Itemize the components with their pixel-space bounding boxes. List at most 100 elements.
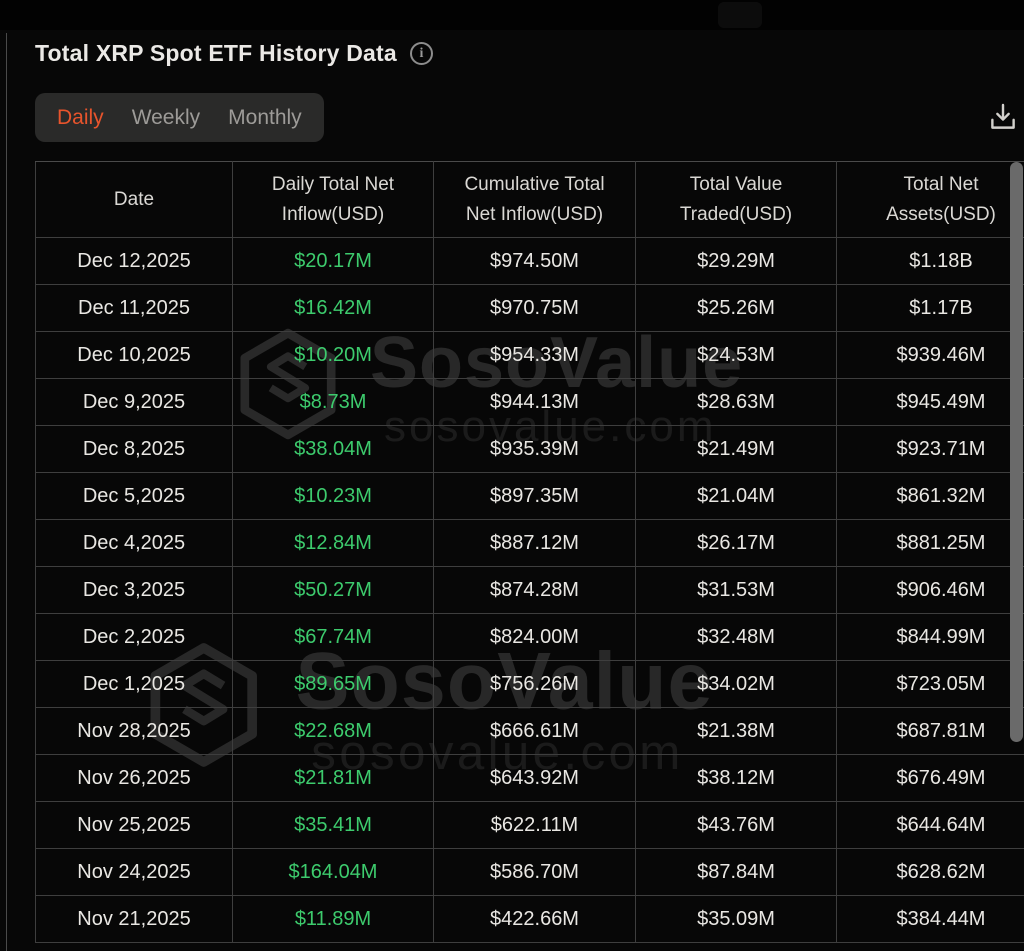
left-divider [6,33,7,951]
table-row: Dec 10,2025 $10.20M $954.33M $24.53M $939.46… [35,331,1024,379]
value-traded-cell: $34.02M [635,660,837,708]
value-traded-cell: $21.38M [635,707,837,755]
daily-inflow-cell: $16.42M [232,284,434,332]
cumulative-inflow-cell: $944.13M [433,378,636,426]
tab-weekly[interactable]: Weekly [131,105,201,129]
table-row: Dec 4,2025 $12.84M $887.12M $26.17M $881.25M [35,519,1024,567]
top-strip [0,0,1024,30]
download-button[interactable] [986,100,1020,134]
date-cell: Dec 8,2025 [35,425,233,473]
history-table-wrap: Date Daily Total Net Inflow(USD) Cumulative… [35,161,1024,943]
value-traded-cell: $21.04M [635,472,837,520]
daily-inflow-cell: $22.68M [232,707,434,755]
page-title: Total XRP Spot ETF History Data [35,40,397,66]
tab-monthly[interactable]: Monthly [228,105,302,129]
table-row: Dec 5,2025 $10.23M $897.35M $21.04M $861.32M [35,472,1024,520]
net-assets-cell: $676.49M [836,754,1024,802]
column-header: Date [35,161,233,238]
net-assets-cell: $723.05M [836,660,1024,708]
net-assets-cell: $687.81M [836,707,1024,755]
value-traded-cell: $38.12M [635,754,837,802]
cumulative-inflow-cell: $622.11M [433,801,636,849]
cumulative-inflow-cell: $756.26M [433,660,636,708]
daily-inflow-cell: $8.73M [232,378,434,426]
date-cell: Dec 12,2025 [35,237,233,285]
table-row: Nov 21,2025 $11.89M $422.66M $35.09M $384.44… [35,895,1024,943]
net-assets-cell: $644.64M [836,801,1024,849]
cumulative-inflow-cell: $874.28M [433,566,636,614]
net-assets-cell: $1.18B [836,237,1024,285]
date-cell: Dec 3,2025 [35,566,233,614]
table-row: Dec 12,2025 $20.17M $974.50M $29.29M $1.18B [35,237,1024,285]
value-traded-cell: $24.53M [635,331,837,379]
date-cell: Nov 24,2025 [35,848,233,896]
column-header: Daily Total Net Inflow(USD) [232,161,434,238]
column-header: Total Value Traded(USD) [635,161,837,238]
net-assets-cell: $628.62M [836,848,1024,896]
download-icon [991,103,1015,129]
tab-daily[interactable]: Daily [57,105,104,129]
daily-inflow-cell: $20.17M [232,237,434,285]
net-assets-cell: $945.49M [836,378,1024,426]
value-traded-cell: $35.09M [635,895,837,943]
info-icon[interactable]: i [409,42,433,65]
net-assets-cell: $1.17B [836,284,1024,332]
net-assets-cell: $384.44M [836,895,1024,943]
title-row: Total XRP Spot ETF History Data i [35,40,433,67]
daily-inflow-cell: $50.27M [232,566,434,614]
date-cell: Dec 4,2025 [35,519,233,567]
cumulative-inflow-cell: $824.00M [433,613,636,661]
table-row: Dec 2,2025 $67.74M $824.00M $32.48M $844.99M [35,613,1024,661]
date-cell: Dec 5,2025 [35,472,233,520]
daily-inflow-cell: $12.84M [232,519,434,567]
dim-highlight [718,2,762,28]
net-assets-cell: $861.32M [836,472,1024,520]
table-row: Nov 26,2025 $21.81M $643.92M $38.12M $676.49… [35,754,1024,802]
table-body: Dec 12,2025 $20.17M $974.50M $29.29M $1.18B D… [35,237,1024,943]
table-row: Dec 8,2025 $38.04M $935.39M $21.49M $923.71M [35,425,1024,473]
table-header-row: Date Daily Total Net Inflow(USD) Cumulative… [35,161,1024,238]
date-cell: Nov 28,2025 [35,707,233,755]
date-cell: Nov 25,2025 [35,801,233,849]
cumulative-inflow-cell: $970.75M [433,284,636,332]
table-row: Nov 25,2025 $35.41M $622.11M $43.76M $644.64… [35,801,1024,849]
daily-inflow-cell: $10.20M [232,331,434,379]
date-cell: Nov 26,2025 [35,754,233,802]
cumulative-inflow-cell: $935.39M [433,425,636,473]
cumulative-inflow-cell: $666.61M [433,707,636,755]
date-cell: Nov 21,2025 [35,895,233,943]
value-traded-cell: $43.76M [635,801,837,849]
table-row: Dec 1,2025 $89.65M $756.26M $34.02M $723.05M [35,660,1024,708]
date-cell: Dec 9,2025 [35,378,233,426]
date-cell: Dec 1,2025 [35,660,233,708]
net-assets-cell: $906.46M [836,566,1024,614]
net-assets-cell: $844.99M [836,613,1024,661]
cumulative-inflow-cell: $954.33M [433,331,636,379]
net-assets-cell: $939.46M [836,331,1024,379]
cumulative-inflow-cell: $643.92M [433,754,636,802]
cumulative-inflow-cell: $422.66M [433,895,636,943]
daily-inflow-cell: $164.04M [232,848,434,896]
daily-inflow-cell: $38.04M [232,425,434,473]
daily-inflow-cell: $67.74M [232,613,434,661]
value-traded-cell: $29.29M [635,237,837,285]
date-cell: Dec 2,2025 [35,613,233,661]
column-header: Total Net Assets(USD) [836,161,1024,238]
table-row: Dec 11,2025 $16.42M $970.75M $25.26M $1.17B [35,284,1024,332]
value-traded-cell: $21.49M [635,425,837,473]
daily-inflow-cell: $21.81M [232,754,434,802]
value-traded-cell: $26.17M [635,519,837,567]
table-row: Dec 9,2025 $8.73M $944.13M $28.63M $945.49M [35,378,1024,426]
value-traded-cell: $87.84M [635,848,837,896]
cumulative-inflow-cell: $897.35M [433,472,636,520]
net-assets-cell: $923.71M [836,425,1024,473]
table-row: Dec 3,2025 $50.27M $874.28M $31.53M $906.46M [35,566,1024,614]
vertical-scrollbar-thumb[interactable] [1010,162,1023,742]
value-traded-cell: $32.48M [635,613,837,661]
daily-inflow-cell: $89.65M [232,660,434,708]
value-traded-cell: $31.53M [635,566,837,614]
cumulative-inflow-cell: $887.12M [433,519,636,567]
value-traded-cell: $25.26M [635,284,837,332]
cumulative-inflow-cell: $586.70M [433,848,636,896]
